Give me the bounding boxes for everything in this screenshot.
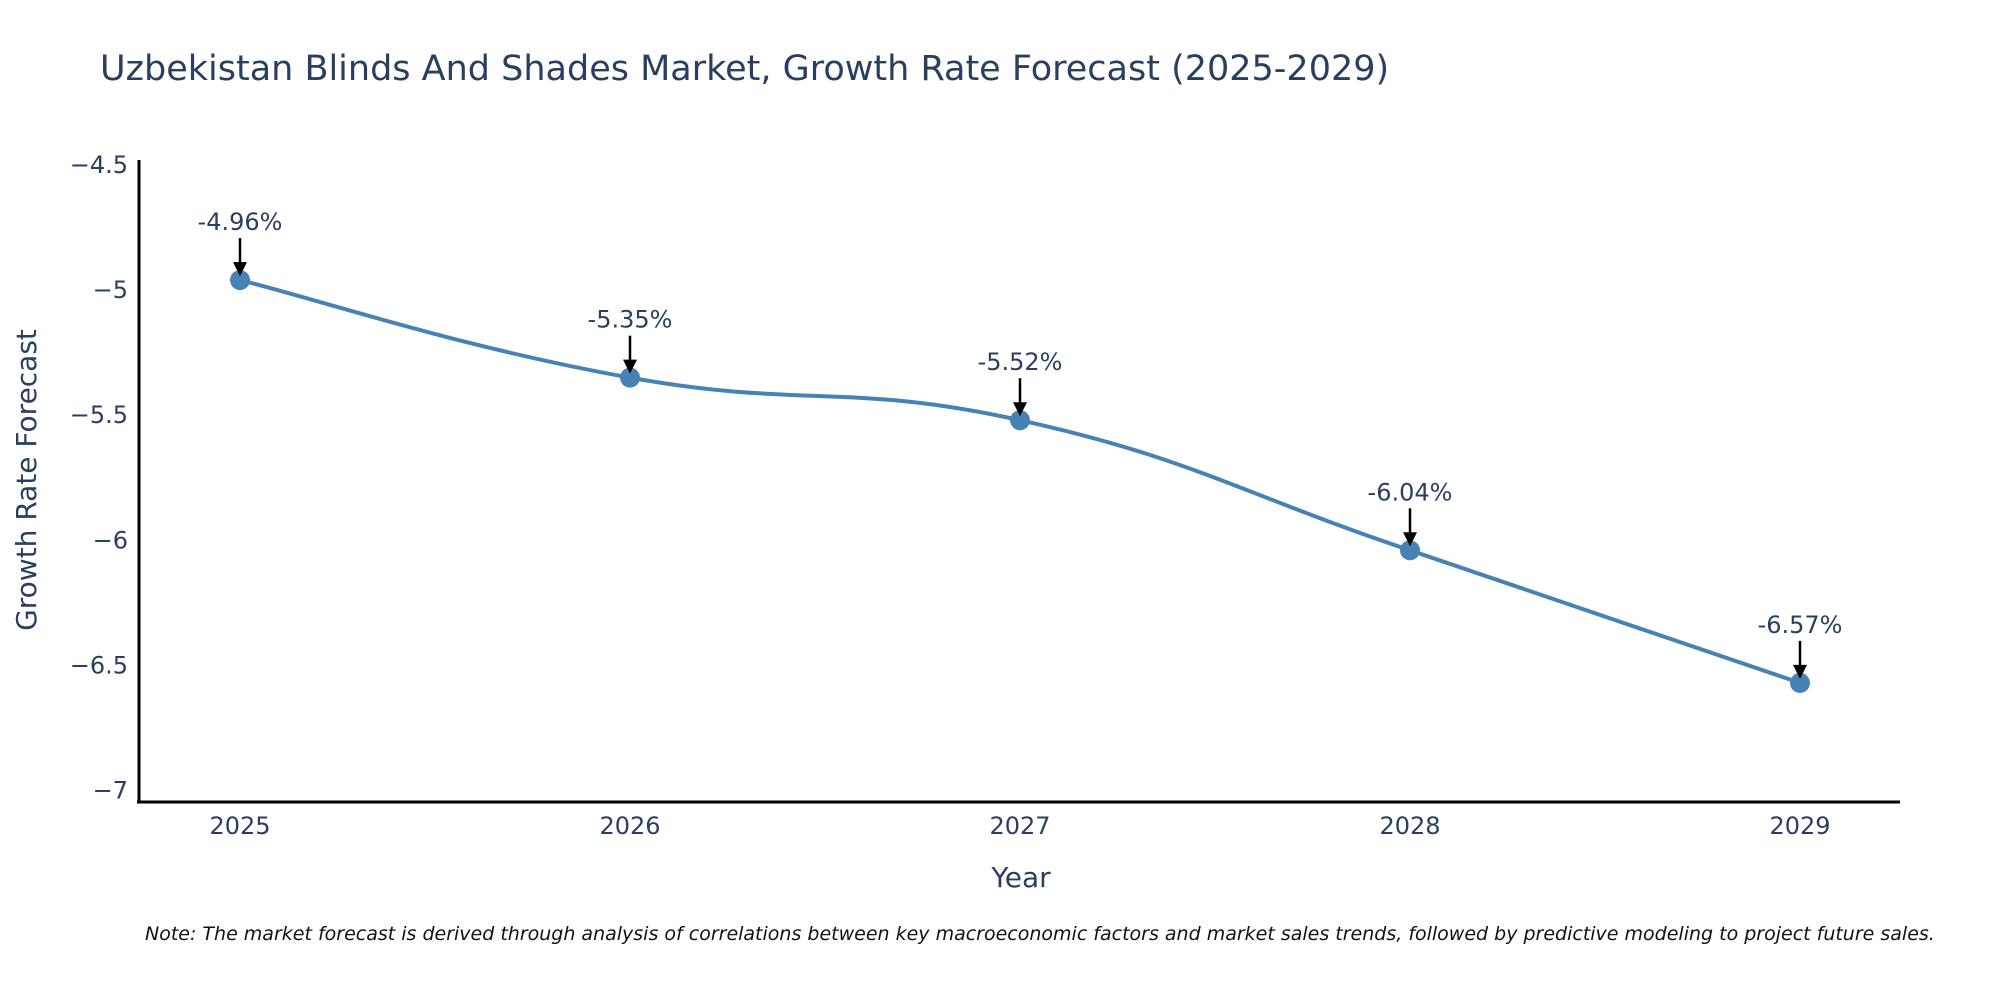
data-label: -5.35% [588,306,673,334]
chart-title: Uzbekistan Blinds And Shades Market, Gro… [100,49,1389,89]
data-labels: -4.96% -5.35% -5.52% -6.04% -6.57% [198,208,1843,679]
series-line [239,278,1801,685]
annotation-arrow-head [233,262,247,277]
data-point [230,270,250,291]
data-label: -6.57% [1758,611,1843,639]
data-point [1010,410,1030,431]
x-axis-title: Year [990,861,1051,894]
data-label: -5.52% [978,348,1063,376]
y-tick-label: −6.5 [70,651,128,679]
y-tick-label: −7 [93,776,128,804]
series-markers [230,270,1810,693]
annotation-arrow-head [623,359,637,374]
data-label: -6.04% [1368,478,1453,506]
x-tick-label: 2026 [599,812,660,840]
x-tick-label: 2025 [209,812,270,840]
y-tick-label: −4.5 [70,151,128,179]
y-axis-title: Growth Rate Forecast [10,329,43,631]
annotation-arrow-head [1403,532,1417,547]
y-axis-ticks: −4.5 −5 −5.5 −6 −6.5 −7 [70,151,128,804]
data-point [620,367,640,388]
annotation-arrow-head [1793,664,1807,679]
x-tick-label: 2028 [1379,812,1440,840]
footnote: Note: The market forecast is derived thr… [145,923,1935,945]
annotation-arrow-head [1013,402,1027,417]
data-label: -4.96% [198,208,283,236]
data-point [1790,672,1810,693]
data-point [1400,540,1420,561]
x-tick-label: 2029 [1769,812,1830,840]
x-axis-ticks: 2025 2026 2027 2028 2029 [209,812,1830,840]
x-tick-label: 2027 [989,812,1050,840]
y-tick-label: −6 [93,526,128,554]
y-tick-label: −5 [93,276,128,304]
y-tick-label: −5.5 [70,401,128,429]
